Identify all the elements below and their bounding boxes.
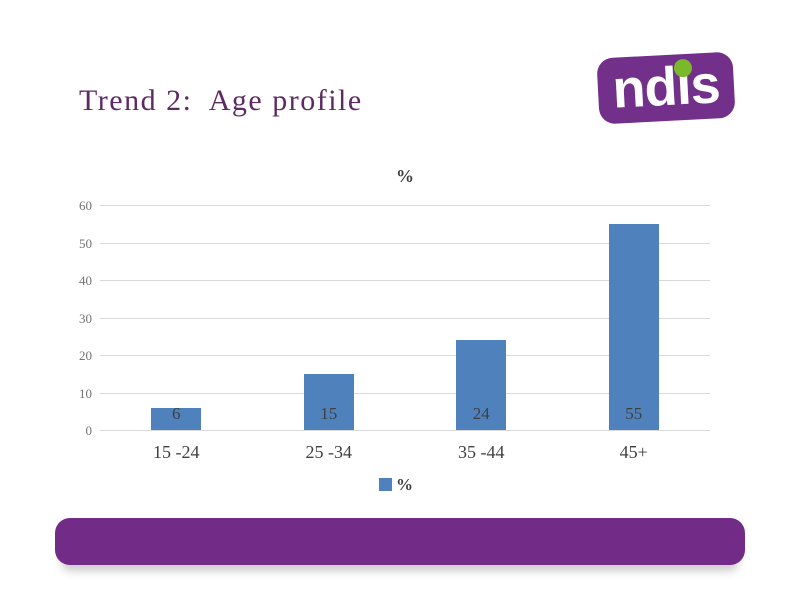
gridline-40: [100, 280, 710, 281]
legend-label: %: [396, 474, 413, 494]
y-axis-tick-label: 10: [79, 385, 92, 401]
bar-35-44: [456, 340, 507, 430]
chart-title: %: [396, 166, 414, 186]
ndis-logo-text: ndis: [610, 54, 721, 120]
bar-value-label: 6: [172, 404, 181, 423]
gridline-20: [100, 355, 710, 356]
y-axis-tick-label: 20: [79, 348, 92, 363]
gridline-60: [100, 205, 710, 206]
bar-value-label: 24: [472, 404, 490, 423]
y-axis-tick-label: 60: [79, 198, 92, 213]
y-axis-tick-label: 50: [79, 235, 92, 251]
x-axis-category-label: 35 -44: [458, 442, 505, 462]
ndis-logo: ndis: [596, 51, 736, 125]
legend-swatch-icon: [379, 477, 392, 491]
bar-value-label: 15: [320, 404, 338, 423]
x-axis-category-label: 25 -34: [305, 442, 353, 462]
gridline-50: [100, 242, 710, 244]
chart-legend: %: [0, 474, 792, 494]
bar-value-label: 55: [625, 404, 643, 423]
bar-45+: [608, 223, 659, 430]
x-axis-category-label: 15 -24: [153, 442, 200, 462]
y-axis-tick-label: 30: [79, 310, 92, 326]
gridline-10: [100, 392, 710, 394]
y-axis-tick-label: 40: [79, 273, 92, 288]
footer-decoration-bar: [55, 518, 745, 565]
page-title: Trend 2: Age profile: [79, 84, 363, 117]
bar-25-34: [303, 373, 354, 430]
gridline-0: [100, 430, 710, 431]
bar-15-24: [151, 407, 202, 430]
x-axis-category-label: 45+: [619, 442, 648, 462]
y-axis-tick-label: 0: [85, 423, 93, 438]
gridline-30: [100, 317, 710, 319]
